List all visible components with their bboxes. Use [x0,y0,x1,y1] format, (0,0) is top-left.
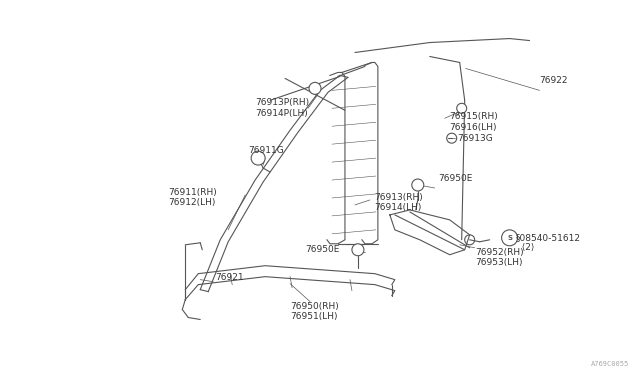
Circle shape [309,82,321,94]
Circle shape [502,230,518,246]
Text: §08540-51612
  ⟨2⟩: §08540-51612 ⟨2⟩ [516,233,580,252]
Text: 76911(RH)
76912(LH): 76911(RH) 76912(LH) [168,188,217,208]
Text: S: S [507,235,512,241]
Text: A769C0055: A769C0055 [591,361,629,367]
Text: 76922: 76922 [540,76,568,86]
Text: 76950E: 76950E [305,245,339,254]
Text: 76913(RH)
76914(LH): 76913(RH) 76914(LH) [374,193,422,212]
Text: 76952(RH)
76953(LH): 76952(RH) 76953(LH) [476,248,524,267]
Text: 76921: 76921 [215,273,244,282]
Text: 76950(RH)
76951(LH): 76950(RH) 76951(LH) [290,302,339,321]
Circle shape [251,151,265,165]
Text: 76950E: 76950E [438,174,472,183]
Text: 76913P(RH)
76914P(LH): 76913P(RH) 76914P(LH) [255,98,309,118]
Circle shape [457,103,467,113]
Text: 76915(RH)
76916(LH): 76915(RH) 76916(LH) [450,112,499,132]
Circle shape [352,244,364,256]
Circle shape [412,179,424,191]
Text: 76913G: 76913G [458,134,493,143]
Text: 76911G: 76911G [248,146,284,155]
